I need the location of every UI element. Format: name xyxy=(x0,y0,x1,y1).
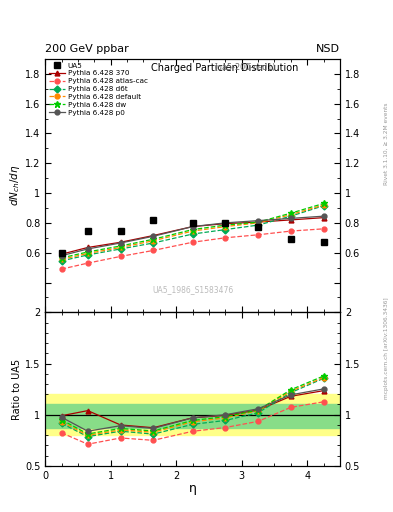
Pythia 6.428 default xyxy=(151,238,156,244)
Pythia 6.428 atlas-cac xyxy=(288,228,293,234)
Pythia 6.428 dw xyxy=(118,243,123,249)
UA5 xyxy=(321,239,326,245)
Line: Pythia 6.428 370: Pythia 6.428 370 xyxy=(59,215,326,257)
Pythia 6.428 dw xyxy=(256,219,261,225)
UA5 xyxy=(288,236,293,242)
Pythia 6.428 370 xyxy=(118,239,123,245)
Pythia 6.428 dw xyxy=(85,249,90,255)
Pythia 6.428 p0 xyxy=(223,220,228,226)
UA5 xyxy=(256,224,261,230)
UA5 xyxy=(118,228,123,234)
Pythia 6.428 d6t xyxy=(85,252,90,258)
Pythia 6.428 default xyxy=(118,244,123,250)
Pythia 6.428 dw xyxy=(321,200,326,206)
Y-axis label: Ratio to UA5: Ratio to UA5 xyxy=(12,358,22,420)
Text: NSD: NSD xyxy=(316,44,340,54)
Legend: UA5, Pythia 6.428 370, Pythia 6.428 atlas-cac, Pythia 6.428 d6t, Pythia 6.428 de: UA5, Pythia 6.428 370, Pythia 6.428 atla… xyxy=(48,61,149,117)
Line: Pythia 6.428 p0: Pythia 6.428 p0 xyxy=(59,214,326,258)
Pythia 6.428 p0 xyxy=(256,218,261,224)
UA5 xyxy=(223,220,228,226)
Pythia 6.428 atlas-cac xyxy=(256,232,261,238)
Pythia 6.428 d6t xyxy=(223,226,228,232)
Text: Charged Particleη Distribution: Charged Particleη Distribution xyxy=(151,62,299,73)
Pythia 6.428 p0 xyxy=(118,240,123,246)
Pythia 6.428 370 xyxy=(256,219,261,225)
Text: UA5_1986_S1583476: UA5_1986_S1583476 xyxy=(152,286,233,294)
Pythia 6.428 atlas-cac xyxy=(59,266,64,272)
Pythia 6.428 d6t xyxy=(151,240,156,246)
Text: 200 GeV ppbar: 200 GeV ppbar xyxy=(45,44,129,54)
Pythia 6.428 370 xyxy=(59,251,64,257)
Pythia 6.428 dw xyxy=(190,226,195,232)
Pythia 6.428 atlas-cac xyxy=(321,226,326,232)
Text: Rivet 3.1.10, ≥ 3.2M events: Rivet 3.1.10, ≥ 3.2M events xyxy=(384,102,389,185)
Pythia 6.428 default xyxy=(256,220,261,226)
Line: Pythia 6.428 default: Pythia 6.428 default xyxy=(59,203,326,262)
Pythia 6.428 d6t xyxy=(118,246,123,252)
Pythia 6.428 atlas-cac xyxy=(85,260,90,266)
Pythia 6.428 atlas-cac xyxy=(151,247,156,253)
Pythia 6.428 p0 xyxy=(190,224,195,230)
UA5 xyxy=(190,220,195,226)
Line: Pythia 6.428 dw: Pythia 6.428 dw xyxy=(58,200,327,262)
Pythia 6.428 atlas-cac xyxy=(118,253,123,260)
Pythia 6.428 p0 xyxy=(85,246,90,252)
Bar xyxy=(45,394,340,435)
UA5 xyxy=(85,228,90,234)
Pythia 6.428 atlas-cac xyxy=(223,234,228,241)
Pythia 6.428 default xyxy=(59,257,64,263)
Pythia 6.428 d6t xyxy=(321,203,326,209)
Pythia 6.428 d6t xyxy=(288,213,293,219)
Line: Pythia 6.428 atlas-cac: Pythia 6.428 atlas-cac xyxy=(59,226,326,271)
Text: mcplots.cern.ch [arXiv:1306.3436]: mcplots.cern.ch [arXiv:1306.3436] xyxy=(384,297,389,399)
Pythia 6.428 d6t xyxy=(190,231,195,237)
Pythia 6.428 370 xyxy=(321,215,326,221)
Pythia 6.428 370 xyxy=(288,217,293,223)
UA5 xyxy=(59,250,64,257)
Pythia 6.428 370 xyxy=(151,232,156,239)
Pythia 6.428 370 xyxy=(85,244,90,250)
Pythia 6.428 default xyxy=(223,224,228,230)
Pythia 6.428 dw xyxy=(59,255,64,261)
Pythia 6.428 370 xyxy=(190,224,195,230)
Pythia 6.428 p0 xyxy=(59,252,64,259)
Line: UA5: UA5 xyxy=(59,217,327,257)
Pythia 6.428 d6t xyxy=(59,258,64,264)
Pythia 6.428 default xyxy=(190,228,195,234)
Text: (ua5-200-nsd1): (ua5-200-nsd1) xyxy=(215,62,276,72)
Pythia 6.428 p0 xyxy=(151,233,156,240)
Bar xyxy=(45,404,340,428)
Pythia 6.428 default xyxy=(321,202,326,208)
Pythia 6.428 default xyxy=(288,211,293,218)
Pythia 6.428 dw xyxy=(288,210,293,216)
Y-axis label: $dN_{ch}/d\eta$: $dN_{ch}/d\eta$ xyxy=(8,165,22,206)
Pythia 6.428 p0 xyxy=(321,213,326,219)
Pythia 6.428 dw xyxy=(223,222,228,228)
X-axis label: η: η xyxy=(189,482,196,495)
Pythia 6.428 p0 xyxy=(288,216,293,222)
Pythia 6.428 d6t xyxy=(256,222,261,228)
Pythia 6.428 default xyxy=(85,250,90,257)
Line: Pythia 6.428 d6t: Pythia 6.428 d6t xyxy=(59,203,326,263)
UA5 xyxy=(151,217,156,223)
Pythia 6.428 370 xyxy=(223,221,228,227)
Pythia 6.428 dw xyxy=(151,236,156,242)
Pythia 6.428 atlas-cac xyxy=(190,239,195,245)
